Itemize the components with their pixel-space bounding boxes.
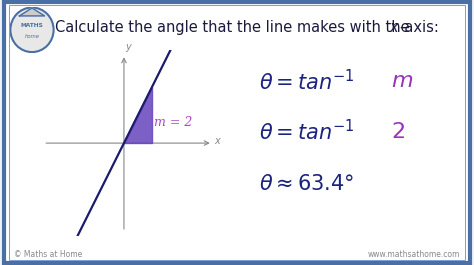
- Text: Calculate the angle that the line makes with the: Calculate the angle that the line makes …: [55, 20, 414, 36]
- Text: MATHS: MATHS: [21, 23, 43, 28]
- Text: y: y: [125, 42, 131, 52]
- Text: www.mathsathome.com: www.mathsathome.com: [367, 250, 460, 259]
- Text: m = 2: m = 2: [154, 116, 192, 129]
- Text: $\theta = tan^{-1}$: $\theta = tan^{-1}$: [259, 119, 355, 144]
- Text: -axis:: -axis:: [399, 20, 438, 36]
- Text: $m$: $m$: [391, 70, 413, 92]
- Text: $\theta \approx 63.4\degree$: $\theta \approx 63.4\degree$: [259, 174, 355, 194]
- Circle shape: [10, 8, 54, 52]
- Text: $\theta = tan^{-1}$: $\theta = tan^{-1}$: [259, 69, 355, 94]
- Text: x: x: [390, 20, 398, 36]
- Polygon shape: [124, 87, 152, 143]
- Text: © Maths at Home: © Maths at Home: [14, 250, 82, 259]
- Polygon shape: [19, 8, 45, 16]
- Text: $2$: $2$: [391, 121, 405, 143]
- Text: home: home: [25, 34, 39, 39]
- Text: x: x: [215, 136, 220, 146]
